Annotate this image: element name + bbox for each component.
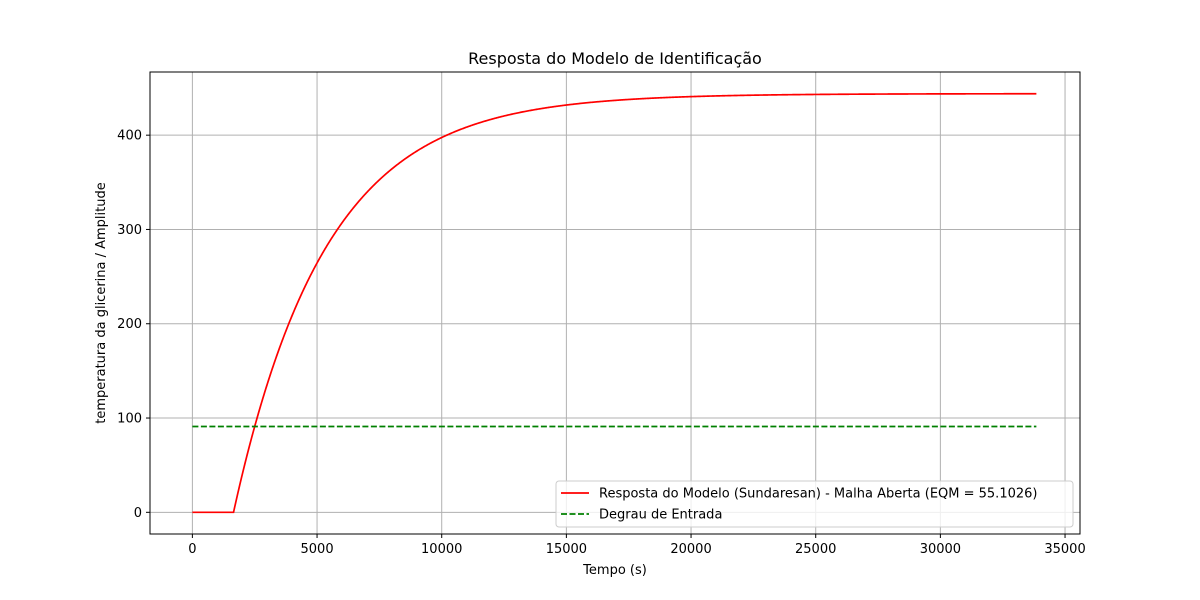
legend-box bbox=[555, 480, 1074, 528]
plot-area bbox=[192, 92, 1037, 514]
chart-title: Resposta do Modelo de Identificação bbox=[468, 49, 762, 68]
y-tick-label: 0 bbox=[134, 506, 142, 521]
y-axis-label: temperatura da glicerina / Amplitude bbox=[94, 182, 109, 424]
x-tick-label: 10000 bbox=[421, 542, 462, 557]
x-axis-ticks: 0 5000 10000 15000 20000 25000 30000 35000 bbox=[188, 534, 1086, 557]
x-axis-label: Tempo (s) bbox=[582, 563, 647, 578]
y-tick-label: 400 bbox=[117, 129, 142, 144]
legend: Resposta do Modelo (Sundaresan) - Malha … bbox=[555, 480, 1074, 528]
x-tick-label: 25000 bbox=[795, 542, 836, 557]
x-tick-label: 5000 bbox=[301, 542, 334, 557]
series-line-model-response bbox=[192, 92, 1037, 514]
x-tick-label: 20000 bbox=[670, 542, 711, 557]
axes-frame bbox=[149, 71, 1081, 535]
grid-lines bbox=[150, 72, 1080, 534]
y-tick-label: 200 bbox=[117, 317, 142, 332]
y-tick-label: 300 bbox=[117, 223, 142, 238]
legend-entry-label: Degrau de Entrada bbox=[599, 508, 722, 523]
legend-entry-label: Resposta do Modelo (Sundaresan) - Malha … bbox=[599, 487, 1037, 502]
x-tick-label: 15000 bbox=[546, 542, 587, 557]
x-tick-label: 0 bbox=[188, 542, 196, 557]
y-axis-ticks: 0 100 200 300 400 bbox=[117, 129, 150, 521]
y-tick-label: 100 bbox=[117, 412, 142, 427]
x-tick-label: 30000 bbox=[920, 542, 961, 557]
x-tick-label: 35000 bbox=[1044, 542, 1085, 557]
